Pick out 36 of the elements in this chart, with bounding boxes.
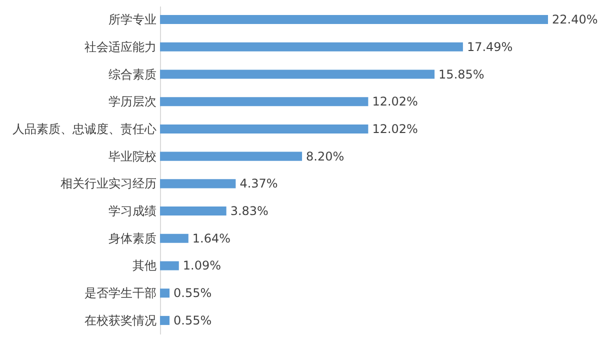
bar <box>160 124 368 134</box>
y-tick-label: 学习成绩 <box>108 204 156 218</box>
data-label: 0.55% <box>174 286 212 300</box>
data-label: 1.64% <box>192 231 231 246</box>
y-tick-label: 人品素质、忠诚度、责任心 <box>12 122 156 136</box>
y-tick-label: 身体素质 <box>108 231 156 246</box>
y-tick-label: 学历层次 <box>108 94 156 109</box>
bar <box>160 234 188 243</box>
bar <box>160 261 179 270</box>
data-label: 17.49% <box>466 40 513 54</box>
y-tick-label: 其他 <box>132 258 156 273</box>
data-label: 12.02% <box>372 94 418 109</box>
bar <box>160 206 226 216</box>
y-tick-label: 毕业院校 <box>108 149 156 164</box>
data-label: 1.09% <box>182 258 222 273</box>
y-tick-label: 所学专业 <box>108 12 156 27</box>
data-label: 3.83% <box>230 204 268 218</box>
bar <box>160 288 170 298</box>
y-tick-label: 是否学生干部 <box>84 286 156 300</box>
bar <box>160 70 435 79</box>
bar <box>160 152 302 161</box>
bar <box>160 42 463 52</box>
bar <box>160 179 236 188</box>
bar <box>160 316 170 325</box>
data-label: 0.55% <box>174 313 212 328</box>
data-label: 4.37% <box>240 176 278 191</box>
y-tick-label: 综合素质 <box>108 67 156 82</box>
bar <box>160 15 548 24</box>
data-label: 12.02% <box>372 122 418 136</box>
data-label: 22.40% <box>552 12 598 27</box>
y-tick-label: 社会适应能力 <box>84 40 156 54</box>
y-tick-label: 相关行业实习经历 <box>60 176 156 191</box>
data-label: 15.85% <box>438 67 484 82</box>
y-tick-label: 在校获奖情况 <box>84 313 156 328</box>
bar <box>160 97 368 106</box>
data-label: 8.20% <box>306 149 344 164</box>
